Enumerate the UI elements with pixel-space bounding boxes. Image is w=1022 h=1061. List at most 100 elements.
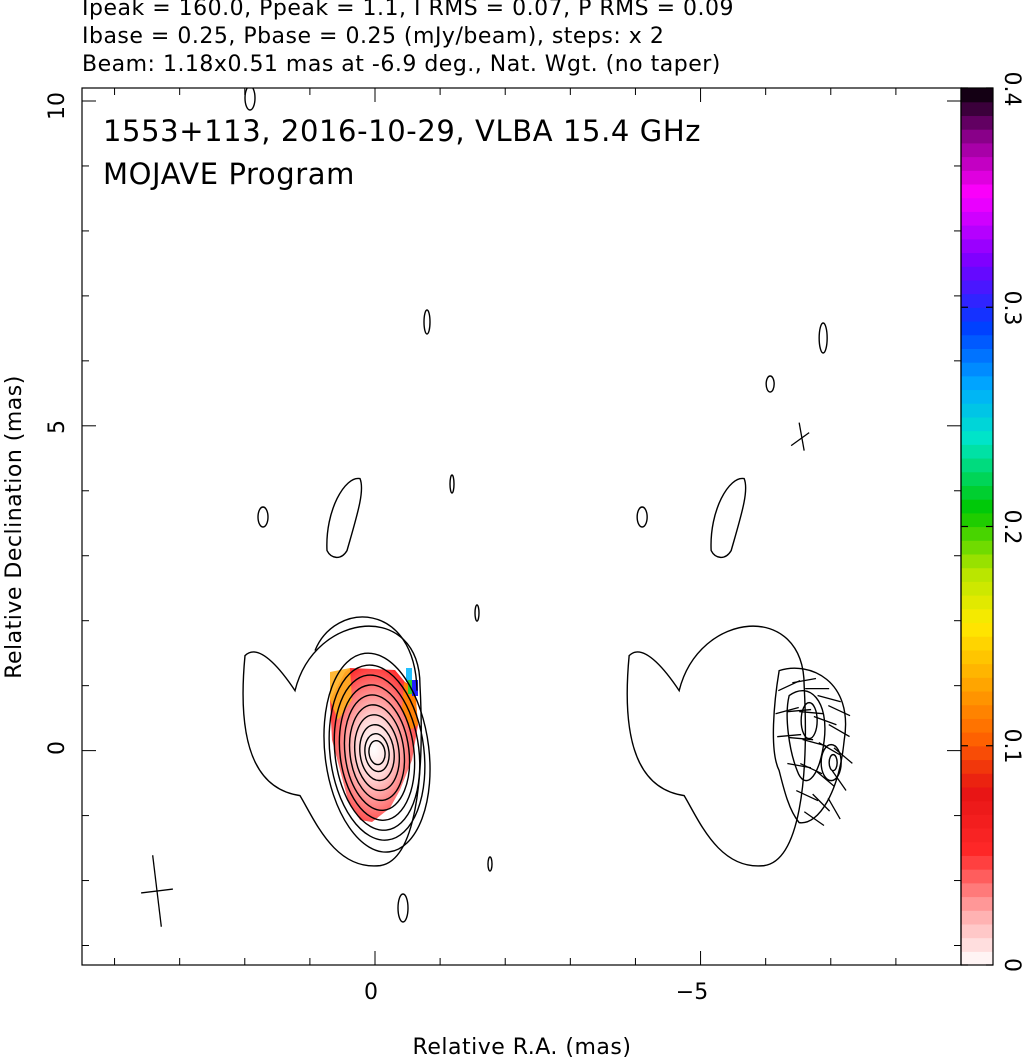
chart-subtitle: MOJAVE Program [103, 157, 355, 191]
contour-level [353, 714, 401, 792]
colorbar-band [961, 595, 993, 610]
noise-contour [710, 477, 747, 559]
colorbar-band [961, 211, 993, 226]
noise-contour [449, 474, 455, 494]
y-tick-label-1: 5 [45, 420, 70, 434]
colorbar-band [961, 923, 993, 939]
colorbar-band [961, 869, 993, 884]
evpa-stick [812, 793, 831, 812]
evpa-stick [796, 789, 819, 802]
colorbar-band [961, 677, 993, 692]
colorbar-band [961, 690, 993, 706]
evpa-stick [787, 708, 812, 713]
contour-layer [141, 88, 853, 927]
colorbar-band [961, 663, 993, 678]
contour-level [800, 701, 818, 740]
colorbar-tick-label-1: 0.1 [999, 729, 1022, 764]
contour-level [314, 616, 418, 691]
colorbar-band [961, 485, 993, 500]
noise-contour [474, 604, 480, 622]
chart-title: 1553+113, 2016-10-29, VLBA 15.4 GHz [103, 114, 701, 148]
colorbar-band [961, 403, 993, 418]
x-tick-label-0: 0 [364, 980, 378, 1005]
colorbar-band [961, 101, 993, 117]
colorbar-band [961, 540, 993, 555]
contour-outer [242, 625, 422, 867]
colorbar-tick-label-3: 0.3 [999, 291, 1022, 326]
evpa-stick [803, 811, 825, 827]
colorbar-band [961, 183, 993, 199]
colorbar-band [961, 855, 993, 870]
colorbar-band [961, 512, 993, 528]
colorbar-band [961, 622, 993, 637]
y-tick-label-0: 0 [45, 741, 70, 755]
contour-level [323, 652, 431, 853]
colorbar-band [961, 951, 993, 966]
colorbar-band [961, 759, 993, 774]
contour-level [820, 743, 842, 782]
y-tick-label-2: 10 [45, 92, 70, 120]
colorbar-band [961, 362, 993, 377]
evpa-stick [775, 706, 799, 715]
beam-minor-axis [141, 888, 173, 894]
y-axis-label: Relative Declination (mas) [2, 375, 27, 679]
noise-contour [244, 88, 256, 111]
colorbar-band [961, 732, 993, 747]
evpa-stick [831, 770, 847, 791]
evpa-stick [777, 733, 802, 738]
colorbar-band [961, 142, 993, 158]
noise-contour [397, 893, 409, 923]
colorbar-band [961, 773, 993, 788]
colorbar-band [961, 279, 993, 295]
evpa-stick [833, 747, 853, 764]
noise-contour [326, 477, 363, 559]
colorbar-band [961, 389, 993, 404]
colorbar-band [961, 416, 993, 432]
evpa-stick [817, 694, 841, 703]
contour-level [359, 724, 395, 782]
header-line-2: Ibase = 0.25, Pbase = 0.25 (mJy/beam), s… [82, 24, 665, 49]
axes-box [81, 87, 962, 966]
colorbar-band [961, 225, 993, 240]
colorbar-band [961, 636, 993, 651]
evpa-stick [813, 715, 837, 726]
contour-level [333, 674, 421, 831]
noise-contour [423, 309, 431, 335]
colorbar-band [961, 745, 993, 761]
colorbar-band [961, 115, 993, 130]
colorbar-band [961, 444, 993, 459]
colorbar-band [961, 252, 993, 267]
x-tick-label-1: −5 [676, 980, 708, 1005]
noise-contour [818, 322, 828, 354]
colorbar-band [961, 88, 993, 103]
noise-contour [636, 506, 648, 528]
colorbar-band [961, 704, 993, 719]
polarization-fraction-patch [412, 680, 418, 696]
noise-contour [257, 506, 269, 528]
noise-contour [487, 856, 493, 872]
colorbar-band [961, 238, 993, 254]
axis-ticks [82, 88, 962, 965]
contour-level [828, 753, 838, 772]
colorbar-band [961, 882, 993, 898]
colorbar-band [961, 827, 993, 843]
noise-contour [790, 432, 810, 447]
evpa-stick [828, 724, 850, 738]
contour-level [338, 684, 416, 821]
evpa-stick [815, 770, 835, 787]
colorbar-band [961, 567, 993, 582]
colorbar-band [961, 499, 993, 514]
colorbar-band [961, 608, 993, 624]
evpa-stick [789, 736, 814, 741]
colorbar-band [961, 430, 993, 445]
evpa-stick [799, 710, 824, 715]
colorbar-band [961, 649, 993, 665]
colorbar-band [961, 307, 993, 322]
polarization-fraction-patch [330, 668, 352, 720]
colorbar-band [961, 375, 993, 391]
colorbar-band [961, 266, 993, 281]
contour-level [348, 704, 406, 802]
colorbar-tick-label-0: 0 [999, 958, 1022, 972]
contour-level [772, 667, 847, 824]
